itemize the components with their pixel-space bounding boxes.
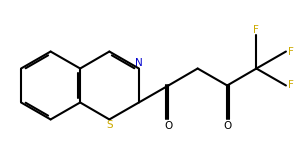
Text: N: N xyxy=(135,58,143,68)
Text: O: O xyxy=(164,121,173,131)
Text: F: F xyxy=(288,47,294,57)
Text: F: F xyxy=(288,81,294,91)
Text: F: F xyxy=(254,25,259,35)
Text: O: O xyxy=(223,121,231,131)
Text: S: S xyxy=(106,120,113,130)
